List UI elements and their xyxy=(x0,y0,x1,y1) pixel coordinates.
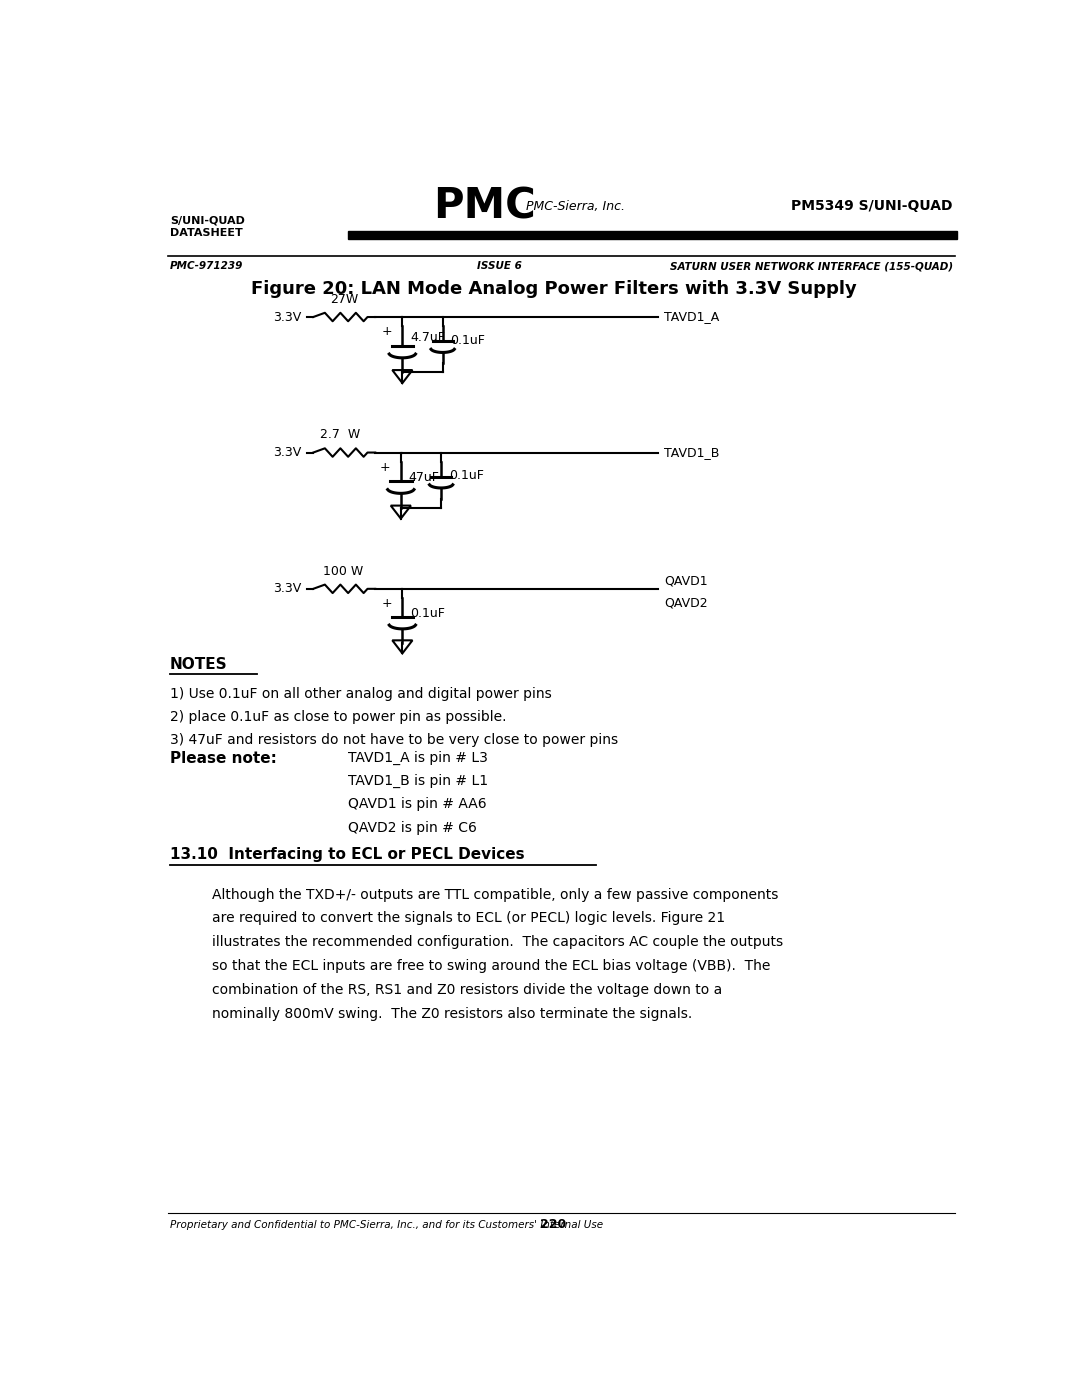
Text: PMC-Sierra, Inc.: PMC-Sierra, Inc. xyxy=(526,200,625,212)
Text: illustrates the recommended configuration.  The capacitors AC couple the outputs: illustrates the recommended configuratio… xyxy=(213,935,784,949)
Text: 1) Use 0.1uF on all other analog and digital power pins: 1) Use 0.1uF on all other analog and dig… xyxy=(170,686,552,700)
Text: 13.10  Interfacing to ECL or PECL Devices: 13.10 Interfacing to ECL or PECL Devices xyxy=(170,847,525,862)
Text: 3) 47uF and resistors do not have to be very close to power pins: 3) 47uF and resistors do not have to be … xyxy=(170,733,618,747)
Text: 0.1uF: 0.1uF xyxy=(410,606,445,620)
Text: are required to convert the signals to ECL (or PECL) logic levels. Figure 21: are required to convert the signals to E… xyxy=(213,911,726,925)
Text: ISSUE 6: ISSUE 6 xyxy=(476,261,522,271)
Text: PMC-971239: PMC-971239 xyxy=(170,261,243,271)
Text: +: + xyxy=(381,597,392,610)
Text: TAVD1_A: TAVD1_A xyxy=(664,310,719,324)
Text: TAVD1_A is pin # L3: TAVD1_A is pin # L3 xyxy=(348,752,488,766)
Bar xyxy=(348,231,957,239)
Text: so that the ECL inputs are free to swing around the ECL bias voltage (VBB).  The: so that the ECL inputs are free to swing… xyxy=(213,960,771,974)
Text: 3.3V: 3.3V xyxy=(273,310,301,324)
Text: 47uF: 47uF xyxy=(408,471,440,483)
Text: 4.7uF: 4.7uF xyxy=(410,331,445,344)
Text: Please note:: Please note: xyxy=(170,750,276,766)
Text: 27W: 27W xyxy=(330,293,359,306)
Text: 3.3V: 3.3V xyxy=(273,583,301,595)
Text: 3.3V: 3.3V xyxy=(273,446,301,460)
Text: +: + xyxy=(380,461,391,474)
Text: TAVD1_B is pin # L1: TAVD1_B is pin # L1 xyxy=(348,774,488,788)
Text: NOTES: NOTES xyxy=(170,657,228,672)
Text: QAVD1 is pin # AA6: QAVD1 is pin # AA6 xyxy=(348,798,487,812)
Text: 0.1uF: 0.1uF xyxy=(450,334,485,346)
Text: +: + xyxy=(381,326,392,338)
Text: S/UNI-QUAD: S/UNI-QUAD xyxy=(170,215,245,226)
Text: PMC: PMC xyxy=(433,186,536,228)
Text: QAVD2 is pin # C6: QAVD2 is pin # C6 xyxy=(348,820,477,834)
Text: TAVD1_B: TAVD1_B xyxy=(664,446,719,460)
Text: SATURN USER NETWORK INTERFACE (155-QUAD): SATURN USER NETWORK INTERFACE (155-QUAD) xyxy=(670,261,953,271)
Text: 2) place 0.1uF as close to power pin as possible.: 2) place 0.1uF as close to power pin as … xyxy=(170,710,507,724)
Text: QAVD2: QAVD2 xyxy=(664,597,708,609)
Text: 2.7  W: 2.7 W xyxy=(321,429,361,441)
Text: QAVD1: QAVD1 xyxy=(664,574,708,588)
Text: 100 W: 100 W xyxy=(323,564,363,578)
Text: nominally 800mV swing.  The Z0 resistors also terminate the signals.: nominally 800mV swing. The Z0 resistors … xyxy=(213,1007,692,1021)
Text: 0.1uF: 0.1uF xyxy=(449,469,484,482)
Text: DATASHEET: DATASHEET xyxy=(170,228,243,237)
Text: Figure 20: LAN Mode Analog Power Filters with 3.3V Supply: Figure 20: LAN Mode Analog Power Filters… xyxy=(251,279,856,298)
Text: 220: 220 xyxy=(540,1218,567,1231)
Text: combination of the RS, RS1 and Z0 resistors divide the voltage down to a: combination of the RS, RS1 and Z0 resist… xyxy=(213,983,723,997)
Text: Although the TXD+/- outputs are TTL compatible, only a few passive components: Although the TXD+/- outputs are TTL comp… xyxy=(213,887,779,901)
Text: PM5349 S/UNI-QUAD: PM5349 S/UNI-QUAD xyxy=(792,200,953,214)
Text: Proprietary and Confidential to PMC-Sierra, Inc., and for its Customers' Interna: Proprietary and Confidential to PMC-Sier… xyxy=(170,1220,603,1229)
